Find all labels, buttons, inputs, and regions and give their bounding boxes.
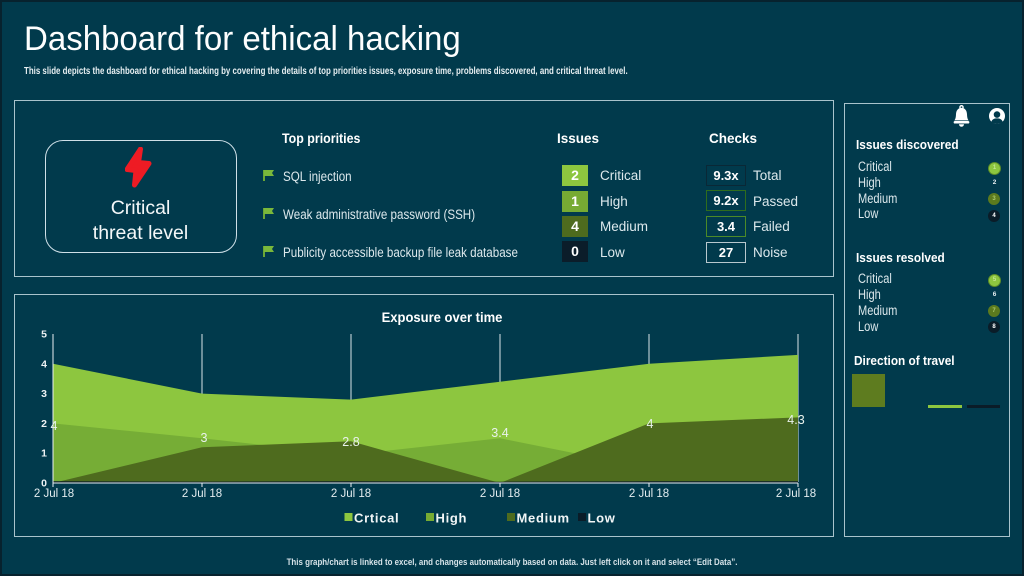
svg-text:4: 4 bbox=[41, 358, 47, 370]
svg-text:3: 3 bbox=[41, 388, 47, 400]
svg-text:1: 1 bbox=[41, 448, 47, 460]
svg-text:2: 2 bbox=[41, 418, 47, 430]
svg-text:Crtical: Crtical bbox=[354, 511, 399, 526]
svg-text:2 Jul 18: 2 Jul 18 bbox=[629, 488, 669, 500]
svg-text:4: 4 bbox=[647, 417, 654, 431]
svg-text:4.3: 4.3 bbox=[787, 413, 804, 427]
svg-text:Low: Low bbox=[588, 511, 616, 526]
svg-text:High: High bbox=[436, 511, 468, 526]
svg-text:2 Jul 18: 2 Jul 18 bbox=[34, 488, 74, 500]
svg-text:2.8: 2.8 bbox=[342, 435, 359, 449]
svg-text:2 Jul 18: 2 Jul 18 bbox=[182, 488, 222, 500]
svg-text:3.4: 3.4 bbox=[491, 426, 508, 440]
svg-text:5: 5 bbox=[41, 329, 47, 341]
svg-text:2 Jul 18: 2 Jul 18 bbox=[331, 488, 371, 500]
svg-text:4: 4 bbox=[51, 419, 58, 433]
svg-text:3: 3 bbox=[201, 431, 208, 445]
svg-text:2 Jul 18: 2 Jul 18 bbox=[776, 488, 816, 500]
svg-text:2 Jul 18: 2 Jul 18 bbox=[480, 488, 520, 500]
svg-text:0: 0 bbox=[41, 478, 47, 490]
svg-text:Medium: Medium bbox=[517, 511, 570, 526]
